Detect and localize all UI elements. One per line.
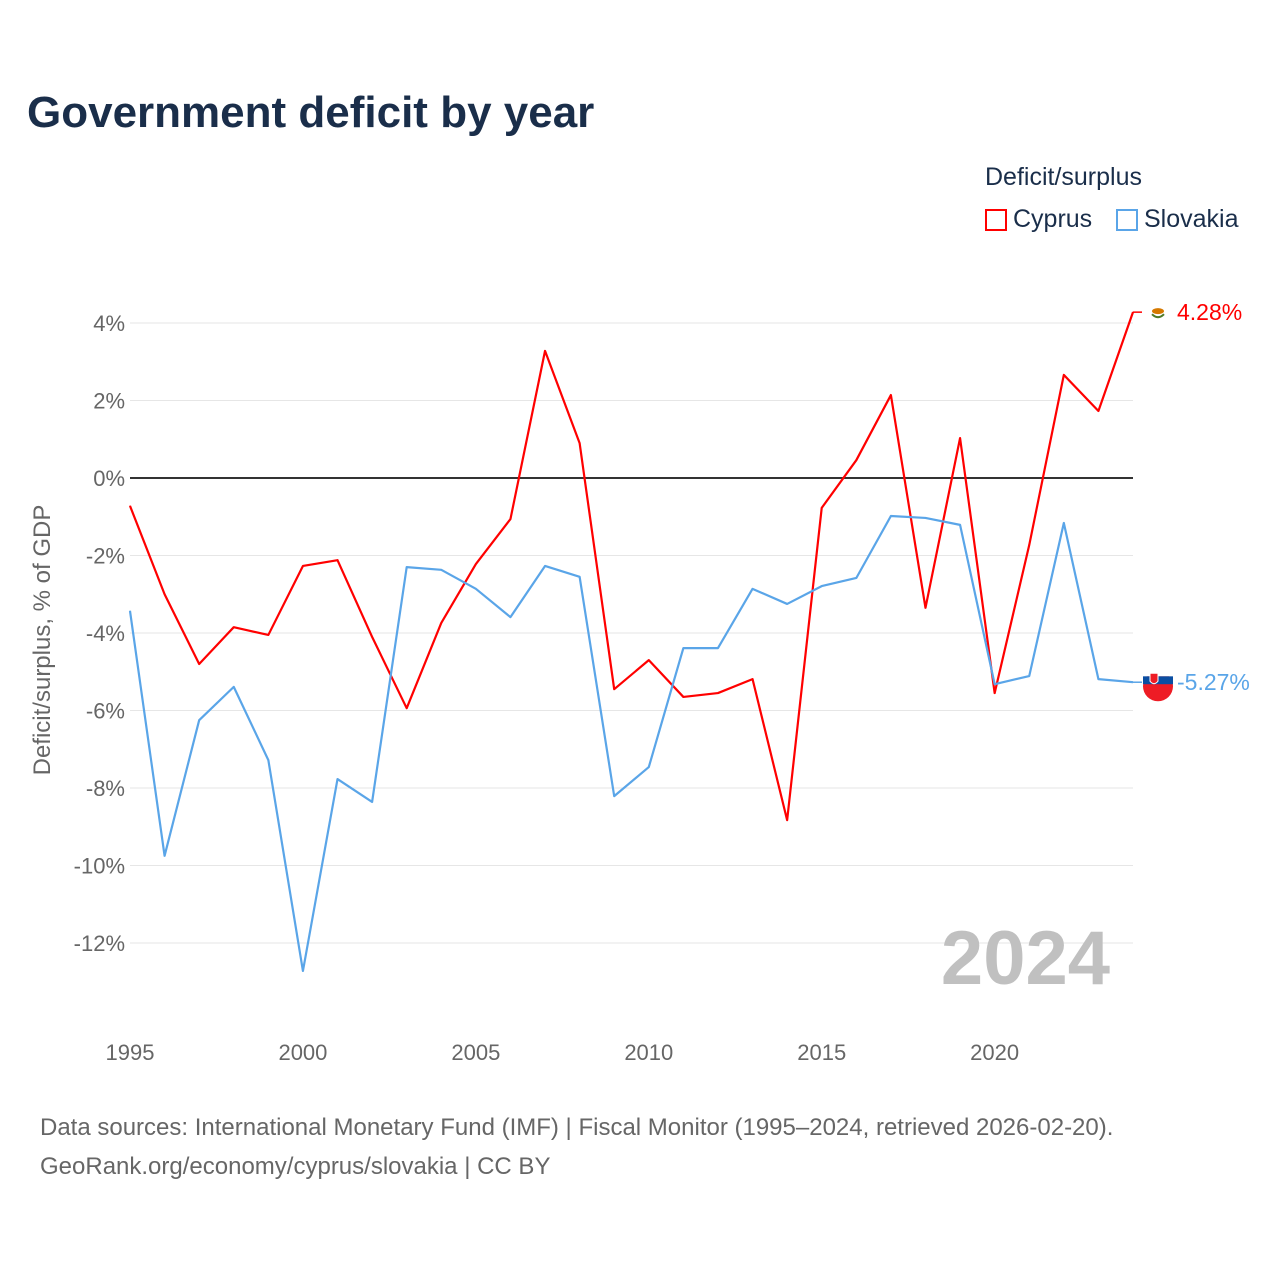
legend-item-cyprus[interactable]: Cyprus (985, 205, 1092, 234)
data-point (267, 634, 269, 636)
data-point (1063, 522, 1065, 524)
data-point (302, 565, 304, 567)
data-point (1028, 675, 1030, 677)
data-point (440, 569, 442, 571)
y-tick-label: -2% (86, 544, 125, 569)
data-point (164, 855, 166, 857)
end-value-label: 4.28% (1177, 299, 1242, 325)
data-point (786, 603, 788, 605)
source-note: Data sources: International Monetary Fun… (40, 1108, 1113, 1186)
data-point (717, 647, 719, 649)
data-point (129, 505, 131, 507)
data-point (648, 766, 650, 768)
x-tick-label: 2015 (797, 1040, 846, 1065)
data-point (821, 507, 823, 509)
data-point (959, 437, 961, 439)
legend-title: Deficit/surplus (985, 163, 1142, 191)
data-point (337, 559, 339, 561)
data-point (164, 593, 166, 595)
data-point (682, 647, 684, 649)
data-point (233, 626, 235, 628)
source-line-2[interactable]: GeoRank.org/economy/cyprus/slovakia | CC… (40, 1153, 551, 1180)
cyprus-flag-map (1152, 308, 1164, 315)
data-point (440, 622, 442, 624)
data-point (406, 566, 408, 568)
end-value-label: -5.27% (1177, 669, 1250, 695)
data-point (613, 688, 615, 690)
data-point (129, 610, 131, 612)
cyprus-flag-olive (1151, 313, 1165, 319)
y-tick-label: -12% (74, 931, 125, 956)
y-tick-label: 0% (93, 466, 125, 491)
data-point (544, 350, 546, 352)
legend-label: Cyprus (1013, 205, 1093, 233)
y-tick-label: -10% (74, 854, 125, 879)
data-point (1063, 374, 1065, 376)
legend-item-slovakia[interactable]: Slovakia (1116, 205, 1239, 234)
legend-swatch (985, 208, 1007, 231)
data-point (509, 518, 511, 520)
data-point (613, 795, 615, 797)
series-line-slovakia (128, 514, 1134, 973)
y-tick-label: -4% (86, 621, 125, 646)
y-tick-label: 2% (93, 389, 125, 414)
data-point (198, 663, 200, 665)
legend-label: Slovakia (1144, 205, 1239, 233)
x-tick-label: 1995 (106, 1040, 155, 1065)
data-point (994, 683, 996, 685)
data-point (371, 801, 373, 803)
data-point (406, 707, 408, 709)
data-point (198, 719, 200, 721)
data-point (890, 515, 892, 517)
data-point (475, 563, 477, 565)
y-tick-label: -6% (86, 699, 125, 724)
data-point (924, 517, 926, 519)
data-point (509, 616, 511, 618)
data-point (821, 585, 823, 587)
data-point (579, 576, 581, 578)
data-point (267, 759, 269, 761)
data-point (717, 692, 719, 694)
data-point (890, 394, 892, 396)
y-tick-label: -8% (86, 776, 125, 801)
legend-swatch (1116, 208, 1138, 231)
data-point (1097, 410, 1099, 412)
data-point (475, 588, 477, 590)
source-line-1: Data sources: International Monetary Fun… (40, 1114, 1114, 1141)
y-tick-label: 4% (93, 311, 125, 336)
slovakia-flag-shield (1149, 672, 1159, 685)
x-tick-label: 2010 (624, 1040, 673, 1065)
data-point (786, 819, 788, 821)
data-point (371, 636, 373, 638)
data-point (855, 577, 857, 579)
data-point (1097, 678, 1099, 680)
data-point (855, 459, 857, 461)
data-point (233, 686, 235, 688)
x-tick-label: 2020 (970, 1040, 1019, 1065)
data-point (648, 659, 650, 661)
data-point (302, 970, 304, 972)
x-tick-label: 2000 (278, 1040, 327, 1065)
data-point (924, 607, 926, 609)
chart-title: Government deficit by year (27, 88, 595, 137)
y-axis-label: Deficit/surplus, % of GDP (29, 505, 56, 776)
data-point (1028, 544, 1030, 546)
data-point (337, 778, 339, 780)
x-tick-label: 2005 (451, 1040, 500, 1065)
data-point (752, 588, 754, 590)
year-watermark: 2024 (941, 916, 1110, 1001)
data-point (579, 442, 581, 444)
data-point (544, 565, 546, 567)
data-point (682, 696, 684, 698)
data-point (752, 678, 754, 680)
data-point (994, 692, 996, 694)
data-point (959, 524, 961, 526)
series-line-cyprus (128, 311, 1135, 822)
